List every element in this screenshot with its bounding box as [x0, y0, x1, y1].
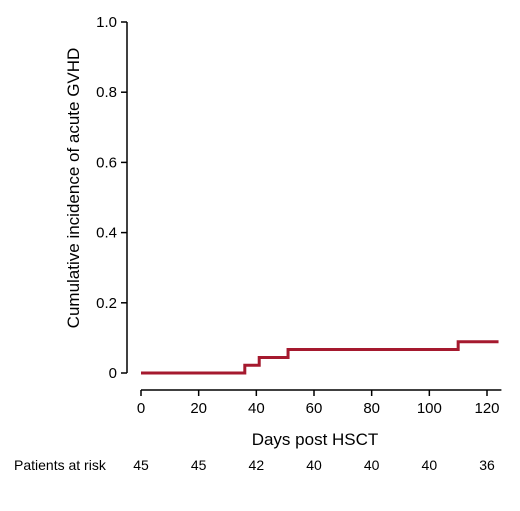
y-ticks: 0 0.2 0.4 0.6 0.8 1.0: [96, 14, 127, 382]
risk-table-value: 45: [133, 457, 149, 473]
axes: [126, 22, 502, 391]
x-tick-label: 20: [190, 400, 207, 417]
x-tick-label: 80: [363, 400, 380, 417]
y-tick-label: 0.6: [96, 154, 117, 171]
y-tick-label: 0: [109, 365, 117, 382]
risk-table-value: 40: [364, 457, 380, 473]
series: [141, 340, 499, 375]
risk-table-value: 40: [306, 457, 322, 473]
risk-table-value: 45: [191, 457, 207, 473]
risk-table-label: Patients at risk: [14, 457, 107, 473]
risk-table-value: 40: [422, 457, 438, 473]
risk-table-values: 45 45 42 40 40 40 36: [133, 457, 495, 473]
y-tick-label: 1.0: [96, 14, 117, 31]
x-tick-label: 0: [137, 400, 145, 417]
x-tick-label: 60: [306, 400, 323, 417]
y-axis-label: Cumulative incidence of acute GVHD: [64, 48, 83, 329]
x-tick-label: 100: [417, 400, 442, 417]
risk-table-value: 36: [479, 457, 495, 473]
y-tick-label: 0.8: [96, 84, 117, 101]
x-tick-label: 120: [474, 400, 499, 417]
x-tick-label: 40: [248, 400, 265, 417]
series-line: [141, 340, 499, 375]
y-tick-label: 0.2: [96, 295, 117, 312]
x-ticks: 0 20 40 60 80 100 120: [137, 390, 500, 417]
y-tick-label: 0.4: [96, 225, 117, 242]
risk-table-value: 42: [249, 457, 265, 473]
x-axis-label: Days post HSCT: [252, 430, 379, 449]
